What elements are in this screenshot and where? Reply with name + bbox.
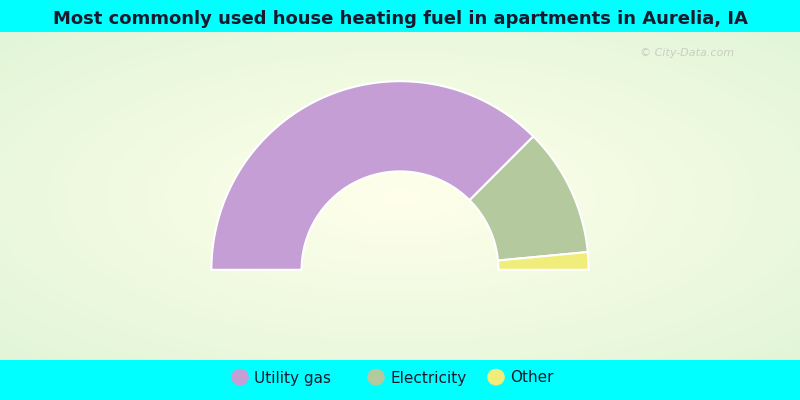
Ellipse shape [367,369,385,386]
Polygon shape [211,81,534,270]
Text: © City-Data.com: © City-Data.com [640,48,734,58]
Polygon shape [470,136,588,260]
Ellipse shape [231,369,249,386]
Polygon shape [498,252,589,270]
Ellipse shape [487,369,505,386]
Text: Electricity: Electricity [390,370,466,386]
Text: Utility gas: Utility gas [254,370,331,386]
Text: Most commonly used house heating fuel in apartments in Aurelia, IA: Most commonly used house heating fuel in… [53,10,747,28]
Text: Other: Other [510,370,554,386]
